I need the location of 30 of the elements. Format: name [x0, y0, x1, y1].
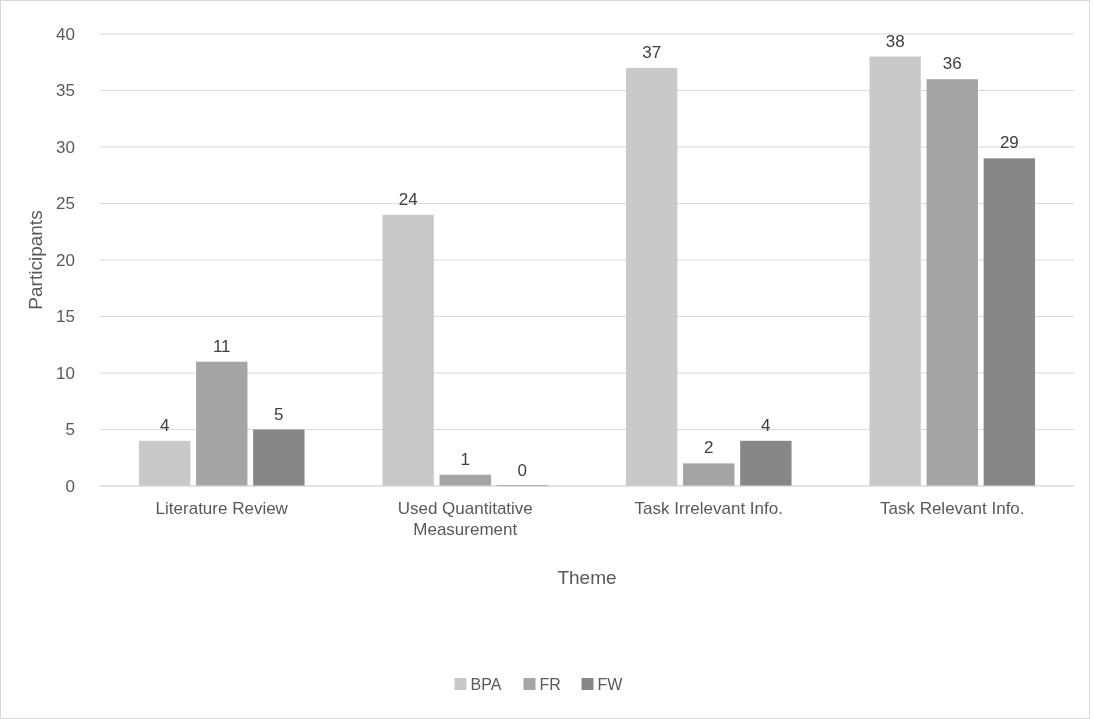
legend-label: FW: [597, 675, 624, 693]
y-tick-label: 35: [56, 81, 75, 101]
x-tick-label: Task Relevant Info.: [879, 499, 1025, 518]
y-tick-label: 25: [56, 194, 75, 214]
data-label: 38: [885, 31, 905, 51]
y-tick-label: 30: [56, 137, 75, 157]
data-label: 1: [460, 449, 470, 469]
y-tick-label: 0: [65, 476, 75, 496]
x-tick-label: Used Quantitative Measurement: [397, 499, 533, 539]
data-label: 0: [517, 461, 528, 480]
legend-label: BPA: [470, 675, 502, 693]
y-tick-label: 10: [56, 363, 75, 383]
data-label: 4: [159, 415, 170, 435]
x-tick-label: Literature Review: [155, 499, 289, 518]
data-label: 2: [704, 438, 714, 458]
data-label: 37: [642, 42, 662, 62]
x-tick-label: Task Irrelevant Info.: [634, 499, 783, 518]
y-tick-label: 15: [56, 307, 75, 327]
x-axis-title: Theme: [557, 567, 617, 588]
data-label: 36: [942, 54, 962, 74]
data-label: 11: [212, 336, 231, 356]
y-axis-title: Participants: [25, 210, 46, 310]
y-tick-label: 5: [65, 420, 75, 440]
data-label: 24: [398, 189, 418, 209]
data-label: 4: [761, 415, 771, 435]
y-tick-label: 40: [56, 24, 75, 44]
data-label: 29: [999, 133, 1019, 153]
data-label: 5: [274, 404, 284, 424]
y-tick-label: 20: [56, 250, 75, 270]
legend-label: FR: [539, 675, 561, 693]
